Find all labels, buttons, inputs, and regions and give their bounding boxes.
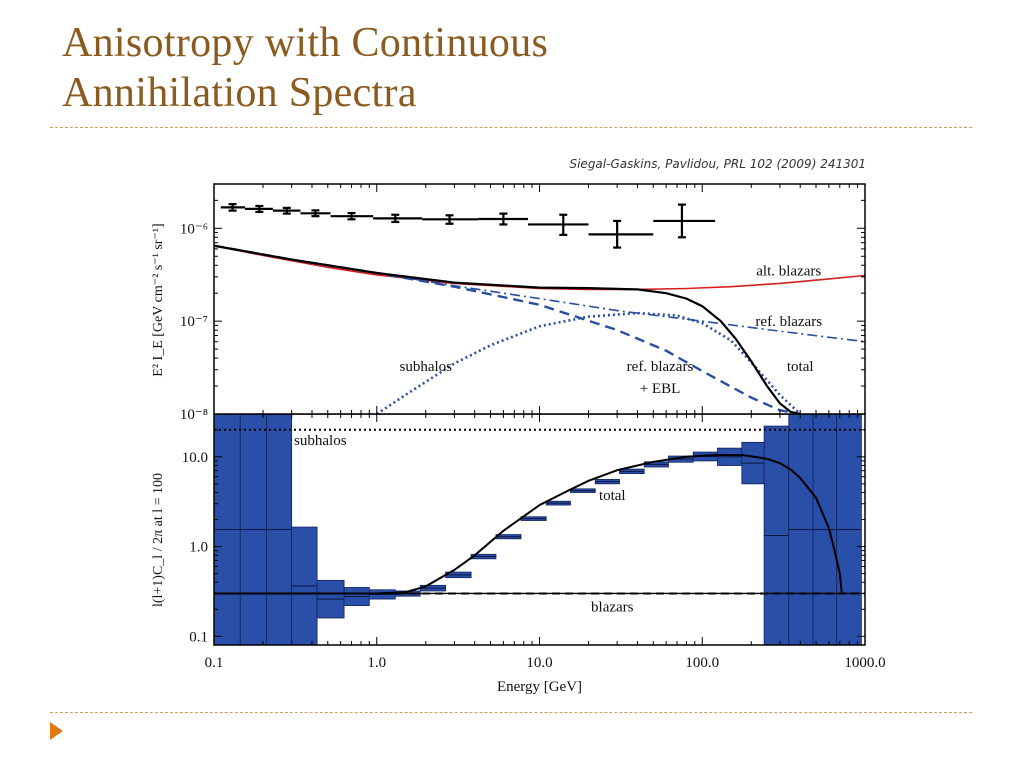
annotation: ref. blazars	[755, 314, 822, 330]
triangle-right-icon	[50, 722, 63, 740]
annotation: ref. blazars	[627, 359, 694, 375]
data-point	[300, 209, 331, 218]
annotation: total	[787, 359, 814, 375]
y-tick-label: 10⁻⁸	[180, 407, 208, 423]
data-point	[373, 213, 423, 224]
series-total	[214, 244, 801, 414]
slide-title: Anisotropy with Continuous Annihilation …	[62, 18, 548, 118]
x-tick-label: 1000.0	[844, 655, 885, 671]
annotation: total	[599, 488, 626, 504]
title-line-1: Anisotropy with Continuous	[62, 20, 549, 66]
footer-divider	[50, 712, 972, 713]
annotation: subhalos	[399, 359, 452, 375]
y-tick-label: 10⁻⁷	[180, 314, 208, 330]
x-tick-label: 10.0	[526, 655, 552, 671]
total-curve	[214, 453, 843, 595]
annotation: subhalos	[294, 433, 347, 449]
annotation: alt. blazars	[756, 264, 821, 280]
intensity-panel: 10⁻⁶ 10⁻⁷ 10⁻⁸ E² I_E [GeV cm⁻² s⁻¹ sr⁻¹] al…	[151, 183, 866, 423]
y-tick-label: 1.0	[189, 540, 208, 556]
data-point	[653, 203, 716, 239]
annotation: + EBL	[640, 381, 681, 397]
data-point	[422, 214, 479, 225]
anisotropy-panel: 0.1 1.0 10.0 100.0 1000.0 0.1 1.0 10.0 Energy [G…	[151, 413, 886, 695]
annotation: blazars	[591, 599, 634, 615]
x-tick-label: 1.0	[367, 655, 386, 671]
series-alt-blazars	[214, 244, 865, 291]
title-line-2: Annihilation Spectra	[62, 70, 417, 116]
data-point	[244, 204, 273, 214]
y-tick-label: 0.1	[189, 629, 208, 645]
x-tick-label: 0.1	[205, 655, 224, 671]
data-point	[478, 212, 529, 226]
citation: Siegal-Gaskins, Pavlidou, PRL 102 (2009)…	[569, 157, 866, 171]
data-point	[588, 219, 654, 249]
y-tick-label: 10⁻⁶	[180, 221, 208, 237]
y-axis-label: l(l+1)C_l / 2π at l = 100	[151, 473, 166, 607]
x-tick-label: 100.0	[685, 655, 719, 671]
x-axis-label: Energy [GeV]	[497, 679, 582, 695]
data-point	[272, 206, 301, 215]
data-point	[220, 203, 245, 212]
title-divider	[50, 127, 972, 128]
y-tick-label: 10.0	[182, 450, 208, 466]
y-axis-label: E² I_E [GeV cm⁻² s⁻¹ sr⁻¹]	[151, 223, 166, 376]
data-point	[330, 211, 374, 221]
data-point	[528, 213, 589, 236]
